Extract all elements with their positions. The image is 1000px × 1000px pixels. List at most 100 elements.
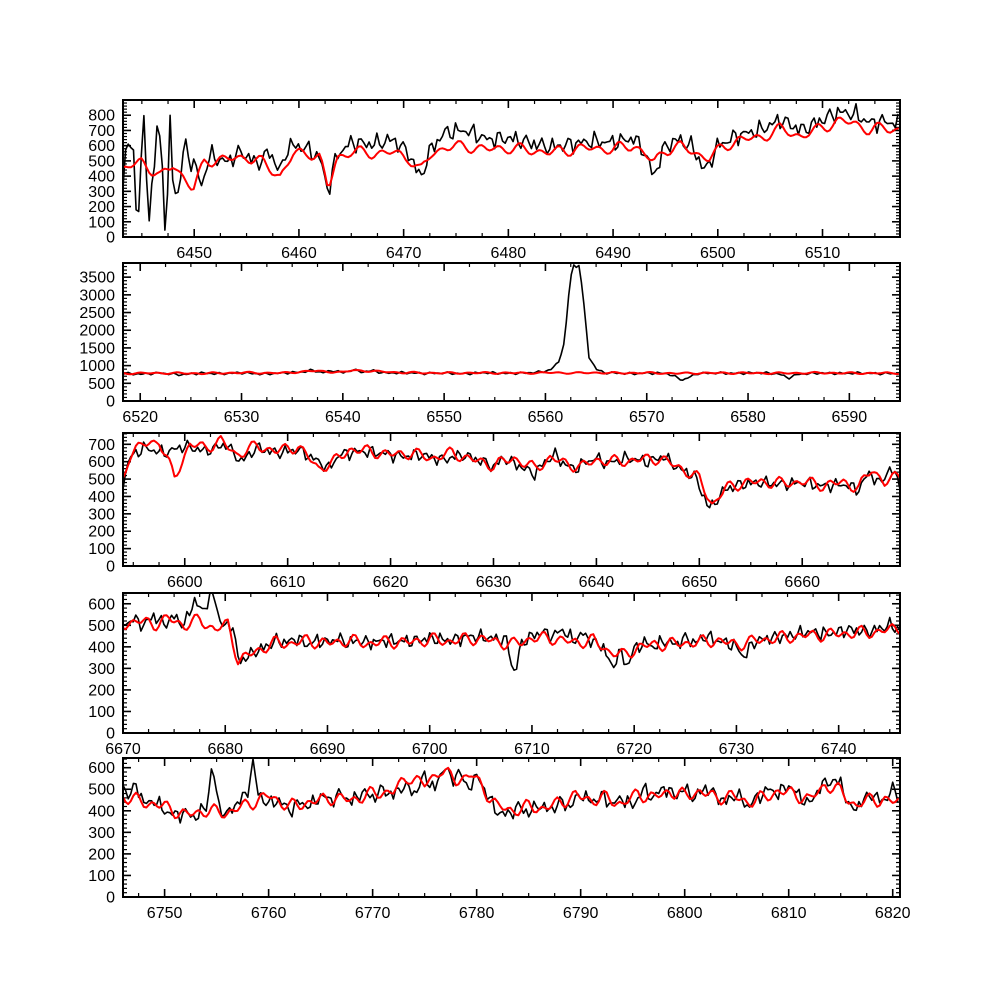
y-tick-label: 200 (88, 682, 115, 699)
y-tick-label: 400 (88, 803, 115, 820)
x-tick-label: 6790 (563, 905, 599, 922)
y-tick-label: 200 (88, 846, 115, 863)
x-tick-label: 6810 (771, 905, 807, 922)
panel-2-axes (123, 262, 901, 402)
panel-3-frame (122, 432, 901, 567)
y-tick-label: 700 (88, 437, 115, 454)
x-tick-label: 6700 (412, 741, 448, 758)
y-tick-label: 300 (88, 184, 115, 201)
x-tick-label: 6710 (514, 741, 550, 758)
y-tick-label: 100 (88, 704, 115, 721)
red-line (122, 369, 899, 376)
black-line (122, 103, 899, 231)
panel-1-tick-labels: 6450 6460 6470 6480 6490 6500 6510 010020030040… (88, 108, 840, 262)
panel-3-axes (123, 433, 900, 567)
y-tick-label: 2500 (79, 305, 115, 322)
x-tick-label: 6600 (167, 574, 203, 591)
x-tick-label: 6560 (528, 409, 564, 426)
panel-2: 6520 6530 6540 6550 6560 6570 6580 6590 05001000… (79, 262, 901, 426)
x-tick-label: 6530 (224, 409, 260, 426)
y-tick-label: 100 (88, 541, 115, 558)
y-tick-label: 400 (88, 169, 115, 186)
y-tick-label: 1500 (79, 340, 115, 357)
x-tick-label: 6510 (805, 245, 841, 262)
panel-5: 6750 6760 6770 6780 6790 6800 6810 6820 0 100 200 3… (88, 757, 911, 922)
panel-1: 6450 6460 6470 6480 6490 6500 6510 010020030040… (88, 99, 901, 262)
black-line (122, 264, 899, 381)
y-tick-label: 100 (88, 214, 115, 231)
x-tick-label: 6520 (122, 409, 158, 426)
x-tick-label: 6670 (105, 741, 141, 758)
x-tick-label: 6770 (355, 905, 391, 922)
y-tick-label: 3000 (79, 287, 115, 304)
x-tick-label: 6660 (784, 574, 820, 591)
y-tick-label: 300 (88, 825, 115, 842)
x-tick-label: 6450 (176, 245, 212, 262)
x-tick-label: 6570 (629, 409, 665, 426)
x-tick-label: 6630 (476, 574, 512, 591)
x-tick-label: 6640 (579, 574, 615, 591)
y-tick-label: 500 (88, 472, 115, 489)
x-tick-label: 6690 (310, 741, 346, 758)
panel-2-tick-labels: 6520 6530 6540 6550 6560 6570 6580 6590 05001000… (79, 270, 867, 426)
red-line (122, 613, 901, 666)
panel-5-frame (122, 757, 901, 898)
panel-5-tick-labels: 6750 6760 6770 6780 6790 6800 6810 6820 0 100 200 3… (88, 760, 910, 922)
x-tick-label: 6750 (147, 905, 183, 922)
panel-1-frame (122, 99, 901, 238)
x-tick-label: 6730 (719, 741, 755, 758)
y-tick-label: 400 (88, 639, 115, 656)
y-tick-label: 600 (88, 596, 115, 613)
y-tick-label: 600 (88, 760, 115, 777)
y-tick-label: 3500 (79, 270, 115, 287)
panel-4-tick-labels: 6670 6680 6690 6700 6710 6720 6730 6740 0 100 200 3… (88, 596, 856, 758)
x-tick-label: 6740 (821, 741, 857, 758)
red-line (122, 435, 901, 505)
x-tick-label: 6500 (700, 245, 736, 262)
black-line (122, 758, 899, 824)
y-tick-label: 0 (106, 559, 115, 576)
y-tick-label: 0 (106, 230, 115, 247)
y-tick-label: 600 (88, 138, 115, 155)
y-tick-label: 400 (88, 489, 115, 506)
y-tick-label: 300 (88, 661, 115, 678)
y-tick-label: 600 (88, 454, 115, 471)
x-tick-label: 6580 (730, 409, 766, 426)
y-tick-label: 500 (88, 376, 115, 393)
y-tick-label: 700 (88, 123, 115, 140)
x-tick-label: 6460 (281, 245, 317, 262)
panel-3-tick-labels: 6600 6610 6620 6630 6640 6650 6660 010020030040… (88, 437, 820, 591)
panel-4: 6670 6680 6690 6700 6710 6720 6730 6740 0 100 200 3… (88, 592, 901, 758)
y-tick-label: 1000 (79, 358, 115, 375)
panel-4-frame (122, 592, 901, 734)
x-tick-label: 6540 (325, 409, 361, 426)
y-tick-label: 200 (88, 199, 115, 216)
y-tick-label: 500 (88, 153, 115, 170)
x-tick-label: 6760 (251, 905, 287, 922)
x-tick-label: 6720 (616, 741, 652, 758)
x-tick-label: 6490 (595, 245, 631, 262)
x-tick-label: 6610 (270, 574, 306, 591)
panel-5-axes (123, 758, 900, 898)
x-tick-label: 6820 (875, 905, 911, 922)
y-tick-label: 0 (106, 890, 115, 907)
x-tick-label: 6550 (426, 409, 462, 426)
x-tick-label: 6590 (832, 409, 868, 426)
y-tick-label: 0 (106, 394, 115, 411)
y-tick-label: 100 (88, 868, 115, 885)
y-tick-label: 500 (88, 618, 115, 635)
x-tick-label: 6680 (207, 741, 243, 758)
y-tick-label: 800 (88, 108, 115, 125)
y-tick-label: 0 (106, 726, 115, 743)
black-line (122, 439, 901, 509)
red-line (122, 766, 899, 820)
y-tick-label: 200 (88, 524, 115, 541)
x-tick-label: 6780 (459, 905, 495, 922)
y-tick-label: 300 (88, 506, 115, 523)
x-tick-label: 6800 (667, 905, 703, 922)
red-line (122, 116, 899, 191)
x-tick-label: 6470 (386, 245, 422, 262)
x-tick-label: 6650 (682, 574, 718, 591)
x-tick-label: 6620 (373, 574, 409, 591)
